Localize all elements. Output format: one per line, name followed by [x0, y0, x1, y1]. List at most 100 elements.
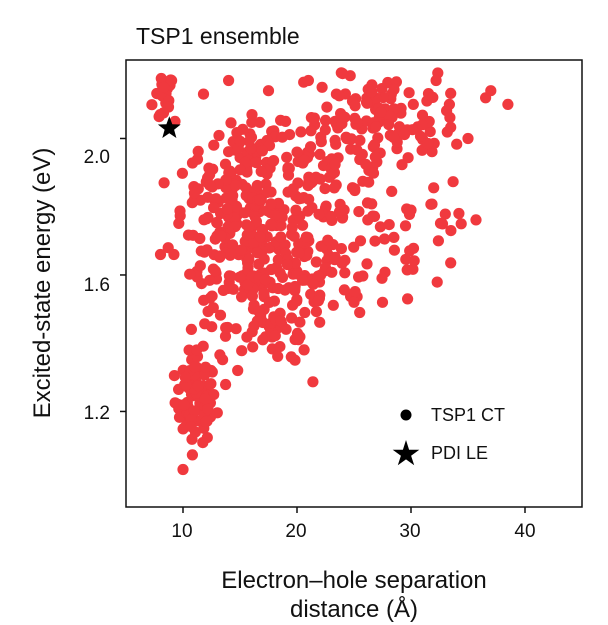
ct-point: [378, 233, 391, 245]
ct-point: [177, 463, 189, 476]
ct-point: [428, 182, 440, 194]
ct-point: [416, 119, 428, 131]
ct-point: [265, 218, 277, 230]
ct-point: [282, 169, 295, 181]
ct-point: [447, 176, 459, 188]
ct-point: [200, 361, 212, 373]
ct-point: [348, 241, 360, 253]
ct-point: [374, 221, 386, 233]
ct-point: [274, 341, 286, 353]
ct-point: [211, 217, 223, 229]
ct-point: [298, 344, 310, 356]
ct-point: [402, 293, 414, 305]
ct-point: [424, 126, 436, 138]
ct-point: [198, 294, 210, 306]
ct-point: [388, 131, 400, 143]
plot-frame: [125, 59, 583, 508]
ct-point: [179, 371, 191, 383]
ct-point: [297, 274, 309, 286]
ct-point: [269, 330, 281, 342]
ct-point: [400, 253, 412, 265]
ct-point: [339, 267, 351, 279]
ct-point: [210, 193, 222, 205]
ct-point: [225, 270, 237, 282]
ct-point: [191, 344, 203, 356]
ct-point: [396, 159, 408, 171]
x-axis-label-line2: distance (Å): [290, 595, 418, 623]
legend-ct-marker: [400, 409, 412, 421]
ct-point: [408, 255, 420, 267]
ct-point: [178, 399, 190, 411]
ct-point: [349, 112, 361, 124]
ct-point: [276, 271, 289, 283]
ct-point: [189, 361, 201, 373]
ct-point: [319, 114, 332, 126]
ct-point: [399, 220, 412, 232]
ct-point: [349, 183, 361, 195]
ct-point: [197, 437, 209, 449]
ct-point: [445, 87, 457, 99]
ct-point: [338, 284, 350, 296]
ct-point: [388, 244, 400, 256]
ct-point: [434, 217, 447, 229]
ct-point: [366, 86, 378, 98]
ct-point: [388, 231, 400, 243]
ct-point: [328, 182, 340, 194]
ct-point: [232, 364, 244, 377]
ct-point: [227, 239, 239, 251]
ct-point: [502, 98, 514, 110]
ct-point: [251, 179, 263, 192]
ct-point: [225, 248, 237, 260]
ct-point: [254, 194, 266, 206]
ct-point: [307, 278, 319, 290]
ct-point: [361, 97, 373, 109]
ct-point: [453, 207, 465, 220]
ct-point: [485, 85, 497, 97]
ct-point: [422, 137, 434, 150]
ct-point: [186, 449, 198, 461]
ct-point: [314, 316, 326, 328]
ct-point: [302, 74, 314, 87]
ct-point: [230, 179, 242, 192]
y-axis: [120, 137, 126, 413]
ct-point: [186, 197, 198, 209]
ct-point: [302, 180, 314, 192]
ct-point: [329, 158, 341, 171]
ct-point: [431, 276, 443, 288]
chart-title: TSP1 ensemble: [136, 23, 300, 49]
ct-point: [246, 109, 258, 121]
ct-point: [227, 190, 239, 202]
ct-point: [354, 134, 366, 146]
ct-point: [334, 198, 346, 210]
ct-point: [366, 198, 378, 210]
x-axis: [182, 507, 526, 513]
ct-point: [375, 106, 387, 118]
ct-point: [370, 121, 382, 133]
ct-point: [215, 230, 227, 242]
ct-point: [388, 83, 400, 96]
ct-point: [303, 193, 315, 205]
ct-point: [281, 151, 293, 163]
ct-point: [284, 129, 296, 141]
ct-point: [208, 202, 220, 214]
ct-point: [335, 243, 347, 255]
ct-point: [305, 125, 317, 137]
ct-point: [253, 305, 265, 317]
ct-point: [224, 165, 236, 177]
ct-point: [407, 98, 419, 110]
ct-point: [259, 273, 271, 286]
ct-point: [211, 407, 223, 419]
y-tick-label: 1.6: [84, 275, 110, 296]
ct-point: [368, 139, 381, 151]
ct-point: [405, 204, 417, 216]
points-layer: [146, 67, 514, 476]
ct-point: [312, 295, 324, 307]
ct-point: [166, 74, 178, 87]
ct-point: [188, 405, 200, 417]
ct-point: [312, 270, 324, 282]
ct-point: [260, 178, 272, 190]
ct-point: [256, 145, 268, 157]
ct-point: [386, 185, 398, 197]
x-tick-label: 10: [171, 521, 192, 542]
ct-point: [158, 81, 170, 93]
